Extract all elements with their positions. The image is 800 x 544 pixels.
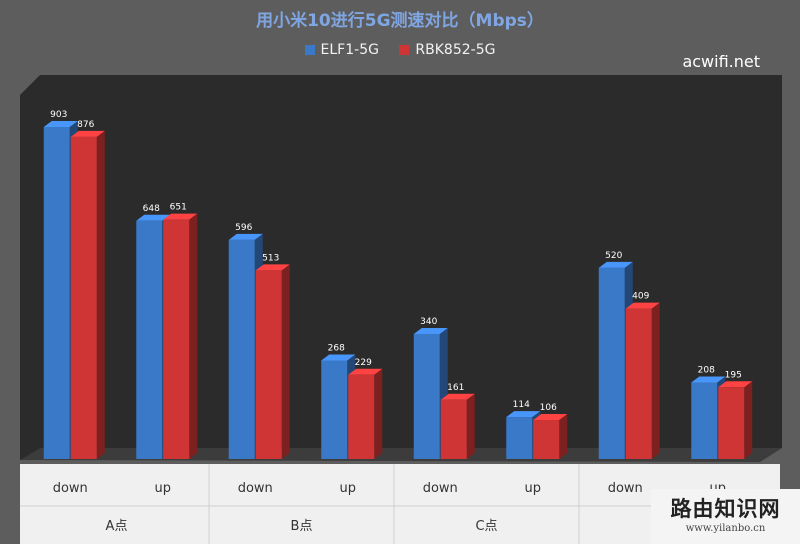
data-label-rbk852-5: 106 — [540, 403, 557, 413]
data-label-elf1-2: 596 — [235, 223, 252, 233]
legend-item-elf1: ELF1-5G — [304, 42, 379, 58]
data-label-elf1-6: 520 — [605, 251, 622, 261]
legend-label-rbk852: RBK852-5G — [415, 42, 496, 58]
data-label-rbk852-3: 229 — [355, 358, 372, 368]
data-label-elf1-3: 268 — [328, 343, 345, 353]
bar-rbk852-2 — [255, 264, 290, 459]
category-label-5: up — [525, 481, 542, 496]
watermark-site: 路由知识网 www.yilanbo.cn — [651, 489, 800, 544]
data-label-rbk852-7: 195 — [725, 370, 742, 380]
chart-title: 用小米10进行5G测速对比（Mbps） — [256, 11, 544, 31]
bar-rbk852-0 — [70, 130, 105, 459]
watermark-acwifi: acwifi.net — [682, 52, 760, 71]
bar-rbk852-6 — [625, 302, 660, 459]
bar-rbk852-5 — [533, 414, 568, 459]
bar-rbk852-4 — [440, 393, 475, 459]
watermark-site-url: www.yilanbo.cn — [685, 523, 766, 534]
category-label-0: down — [53, 481, 88, 496]
data-label-elf1-0: 903 — [50, 110, 67, 120]
data-label-rbk852-0: 876 — [77, 120, 94, 130]
legend: ELF1-5G RBK852-5G — [0, 42, 800, 59]
data-label-elf1-7: 208 — [698, 366, 715, 376]
bar-rbk852-1 — [163, 213, 198, 459]
legend-label-elf1: ELF1-5G — [320, 42, 379, 58]
category-label-4: down — [423, 481, 458, 496]
bar-rbk852-7 — [718, 381, 753, 459]
category-label-6: down — [608, 481, 643, 496]
group-label-2: C点 — [475, 519, 497, 534]
category-label-3: up — [340, 481, 357, 496]
watermark-site-name: 路由知识网 — [670, 497, 781, 521]
legend-swatch-elf1 — [304, 45, 315, 55]
data-label-elf1-4: 340 — [420, 317, 437, 327]
group-label-0: A点 — [106, 519, 128, 534]
chart-floor — [20, 448, 782, 462]
data-label-rbk852-2: 513 — [262, 253, 279, 263]
data-label-elf1-5: 114 — [513, 400, 530, 410]
data-label-rbk852-6: 409 — [632, 292, 649, 302]
legend-swatch-rbk852 — [399, 45, 410, 55]
legend-item-rbk852: RBK852-5G — [399, 42, 495, 58]
data-label-elf1-1: 648 — [143, 204, 160, 214]
data-label-rbk852-1: 651 — [170, 203, 187, 213]
bar-elf1-4 — [413, 327, 448, 459]
group-label-1: B点 — [291, 519, 313, 534]
category-label-1: up — [155, 481, 172, 496]
data-label-rbk852-4: 161 — [447, 383, 464, 393]
bar-rbk852-3 — [348, 368, 383, 459]
chart-back-wall — [20, 75, 782, 460]
category-label-2: down — [238, 481, 273, 496]
